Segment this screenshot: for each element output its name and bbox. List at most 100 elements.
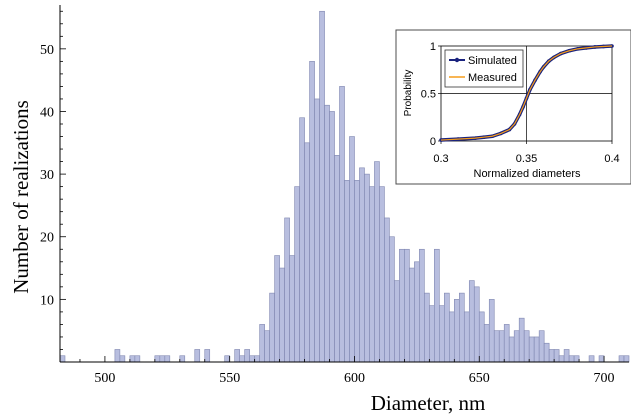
histogram-bar bbox=[508, 336, 515, 363]
histogram-bar bbox=[439, 305, 445, 363]
histogram-bar bbox=[538, 330, 545, 363]
histogram-bar bbox=[463, 311, 470, 363]
histogram-bar bbox=[588, 355, 595, 363]
histogram-bar bbox=[473, 286, 480, 363]
x-tick-label: 650 bbox=[469, 371, 490, 386]
histogram-bar bbox=[309, 61, 315, 363]
histogram-bar bbox=[239, 355, 245, 363]
histogram-bar bbox=[518, 317, 525, 363]
histogram-bar bbox=[558, 355, 565, 363]
histogram-bar bbox=[204, 349, 211, 363]
histogram-bar bbox=[369, 186, 375, 363]
histogram-bar bbox=[513, 330, 520, 363]
histogram-bar bbox=[259, 324, 265, 363]
histogram-bar bbox=[618, 355, 625, 363]
histogram-bar bbox=[444, 292, 450, 363]
histogram-bar bbox=[429, 305, 435, 363]
histogram-bar bbox=[134, 355, 141, 363]
histogram-bar bbox=[294, 186, 300, 363]
histogram-bar bbox=[458, 292, 465, 363]
histogram-bar bbox=[454, 299, 460, 363]
histogram-bar bbox=[379, 186, 385, 363]
histogram-bar bbox=[289, 255, 295, 363]
histogram-bar bbox=[573, 355, 580, 363]
histogram-bar bbox=[404, 248, 410, 363]
histogram-bar bbox=[364, 173, 370, 363]
histogram-bar bbox=[284, 217, 290, 363]
histogram-bar bbox=[523, 330, 530, 363]
histogram-bar bbox=[384, 217, 390, 363]
x-tick-label: 550 bbox=[219, 371, 240, 386]
histogram-bar bbox=[304, 142, 310, 363]
histogram-bar bbox=[244, 349, 250, 363]
histogram-bar bbox=[548, 349, 555, 363]
histogram-bar bbox=[164, 355, 171, 363]
histogram-bar bbox=[483, 324, 490, 363]
histogram-bar bbox=[623, 355, 630, 363]
histogram-bar bbox=[129, 355, 136, 363]
histogram-bar bbox=[409, 267, 415, 363]
histogram-bar bbox=[114, 349, 121, 363]
histogram-bar bbox=[254, 355, 260, 363]
histogram-bar bbox=[359, 167, 365, 363]
histogram-bar bbox=[568, 355, 575, 363]
histogram-bar bbox=[553, 349, 560, 363]
histogram-bar bbox=[449, 311, 455, 363]
histogram-bar bbox=[399, 248, 405, 363]
histogram-bar bbox=[468, 280, 475, 363]
histogram-bar bbox=[503, 324, 510, 363]
histogram-bar bbox=[498, 330, 505, 363]
histogram-bar bbox=[344, 180, 350, 363]
y-tick-label: 10 bbox=[40, 293, 54, 308]
histogram-bar bbox=[478, 311, 485, 363]
histogram-bar bbox=[299, 117, 305, 363]
histogram-bars bbox=[59, 10, 630, 363]
histogram-bar bbox=[414, 261, 420, 363]
histogram-bar bbox=[59, 355, 66, 363]
histogram-bar bbox=[279, 267, 285, 363]
histogram-bar bbox=[329, 111, 335, 363]
histogram-bar bbox=[354, 180, 360, 363]
histogram-bar bbox=[389, 236, 395, 363]
histogram-bar bbox=[264, 330, 270, 363]
histogram-bar bbox=[598, 355, 605, 363]
histogram-bar bbox=[274, 255, 280, 363]
histogram-bar bbox=[528, 336, 535, 363]
y-tick-label: 50 bbox=[40, 43, 54, 58]
x-axis-label: Diameter, nm bbox=[371, 391, 486, 415]
histogram-bar bbox=[234, 349, 240, 363]
histogram-bar bbox=[249, 355, 255, 363]
histogram-bar bbox=[194, 349, 201, 363]
histogram-bar bbox=[159, 355, 166, 363]
histogram-bar bbox=[533, 336, 540, 363]
y-axis-label: Number of realizations bbox=[9, 100, 33, 294]
histogram-bar bbox=[324, 104, 330, 363]
histogram-bar bbox=[434, 248, 440, 363]
histogram-bar bbox=[543, 342, 550, 363]
histogram-bar bbox=[334, 155, 340, 363]
histogram-bar bbox=[488, 299, 495, 363]
histogram-axes: 500 550 600 650 700 10 20 30 40 50 bbox=[40, 5, 629, 386]
histogram-bar bbox=[119, 355, 126, 363]
histogram-bar bbox=[394, 280, 400, 363]
histogram-bar bbox=[179, 355, 186, 363]
histogram-bar bbox=[224, 355, 231, 363]
y-tick-label: 40 bbox=[40, 105, 54, 120]
x-tick-label: 700 bbox=[594, 371, 615, 386]
histogram-bar bbox=[269, 292, 275, 363]
histogram-bar bbox=[339, 86, 345, 363]
histogram-bar bbox=[154, 355, 161, 363]
histogram-bar bbox=[319, 10, 325, 363]
histogram-bar bbox=[314, 98, 320, 363]
x-tick-label: 500 bbox=[94, 371, 115, 386]
histogram-bar bbox=[563, 349, 570, 363]
x-tick-label: 600 bbox=[344, 371, 365, 386]
histogram-bar bbox=[424, 292, 430, 363]
histogram-bar bbox=[493, 330, 500, 363]
y-tick-label: 20 bbox=[40, 231, 54, 246]
histogram-bar bbox=[349, 136, 355, 363]
histogram-bar bbox=[419, 248, 425, 363]
histogram-bar bbox=[374, 161, 380, 363]
